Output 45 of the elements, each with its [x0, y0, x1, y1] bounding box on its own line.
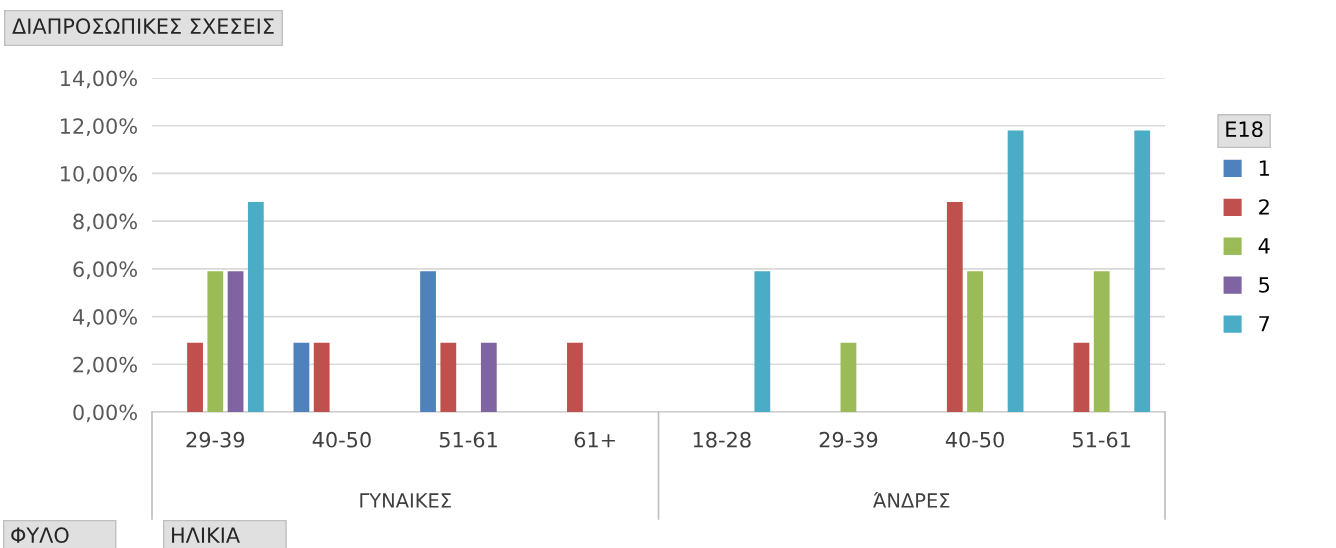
legend-label: 7	[1259, 316, 1270, 332]
y-tick-label: 4,00%	[72, 309, 137, 327]
bar	[293, 342, 310, 412]
y-tick-label: 2,00%	[73, 356, 137, 375]
text: ΓΥΝΑΙΚΕΣ	[360, 493, 451, 508]
y-tick-label: 6,00%	[73, 261, 137, 280]
x-tick-label: 61+	[574, 431, 615, 448]
y-tick-label: 10,00%	[60, 165, 137, 184]
bar	[754, 271, 771, 412]
bar	[440, 342, 457, 412]
bar	[1134, 130, 1151, 412]
bar	[420, 271, 436, 412]
text: ΆΝΔΡΕΣ	[873, 491, 950, 508]
bar	[1007, 130, 1024, 412]
bar	[1093, 271, 1110, 412]
legend-label: 4	[1258, 238, 1270, 254]
y-tick-label: 12,00%	[60, 118, 137, 137]
bar	[247, 202, 264, 412]
text: ΗΛΙΚΙΑ	[172, 527, 240, 543]
y-tick-label: 14,00%	[60, 70, 137, 89]
x-tick-label: 29-39	[819, 431, 878, 448]
x-tick-label: 40-50	[312, 431, 371, 448]
chart-title: ΔΙΑΠΡΟΣΩΠΙΚΕΣ ΣΧΕΣΕΙΣ	[12, 18, 274, 35]
legend-label: 5	[1259, 277, 1270, 293]
x-tick-label: 29-39	[186, 431, 245, 448]
x-tick-label: 18-28	[693, 431, 751, 448]
bar	[480, 342, 497, 412]
legend-title: E18	[1226, 121, 1263, 138]
bar	[187, 342, 203, 412]
bar	[313, 342, 330, 412]
legend-label: 1	[1259, 160, 1269, 176]
x-tick-label: 51-61	[439, 431, 497, 448]
bar	[1073, 342, 1090, 412]
bar	[207, 271, 224, 412]
text: ΦΥΛΟ	[11, 527, 69, 544]
bar	[840, 342, 857, 412]
bar	[567, 342, 583, 412]
bar	[946, 202, 963, 412]
x-tick-label: 51-61	[1073, 431, 1131, 448]
legend-label: 2	[1259, 199, 1269, 215]
y-tick-label: 0,00%	[73, 404, 137, 423]
x-tick-label: 40-50	[945, 431, 1004, 448]
y-tick-label: 8,00%	[73, 213, 137, 232]
bar	[967, 271, 983, 412]
bar	[227, 271, 244, 412]
